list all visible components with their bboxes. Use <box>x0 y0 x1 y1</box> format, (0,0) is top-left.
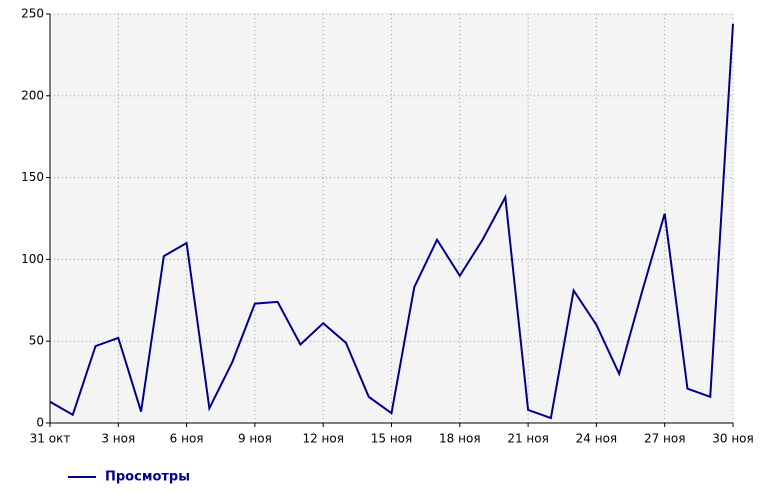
x-tick-label: 31 окт <box>30 432 71 446</box>
x-tick-label: 6 ноя <box>170 432 204 446</box>
line-series <box>49 23 734 420</box>
x-tick-label: 12 ноя <box>302 432 344 446</box>
x-tick-label: 21 ноя <box>507 432 549 446</box>
y-tick-label: 100 <box>21 252 44 266</box>
x-tick-label: 15 ноя <box>371 432 413 446</box>
y-tick-label: 0 <box>36 416 44 430</box>
x-tick-label: 18 ноя <box>439 432 481 446</box>
x-tick-label: 27 ноя <box>644 432 686 446</box>
x-tick-label: 9 ноя <box>238 432 272 446</box>
x-tick-label: 30 ноя <box>712 432 754 446</box>
y-tick-label: 250 <box>21 7 44 21</box>
y-tick-label: 150 <box>21 170 44 184</box>
y-tick-label: 200 <box>21 88 44 102</box>
legend-label: Просмотры <box>105 470 190 485</box>
x-tick-label: 3 ноя <box>101 432 135 446</box>
y-tick-label: 50 <box>29 334 44 348</box>
x-tick-label: 24 ноя <box>576 432 618 446</box>
